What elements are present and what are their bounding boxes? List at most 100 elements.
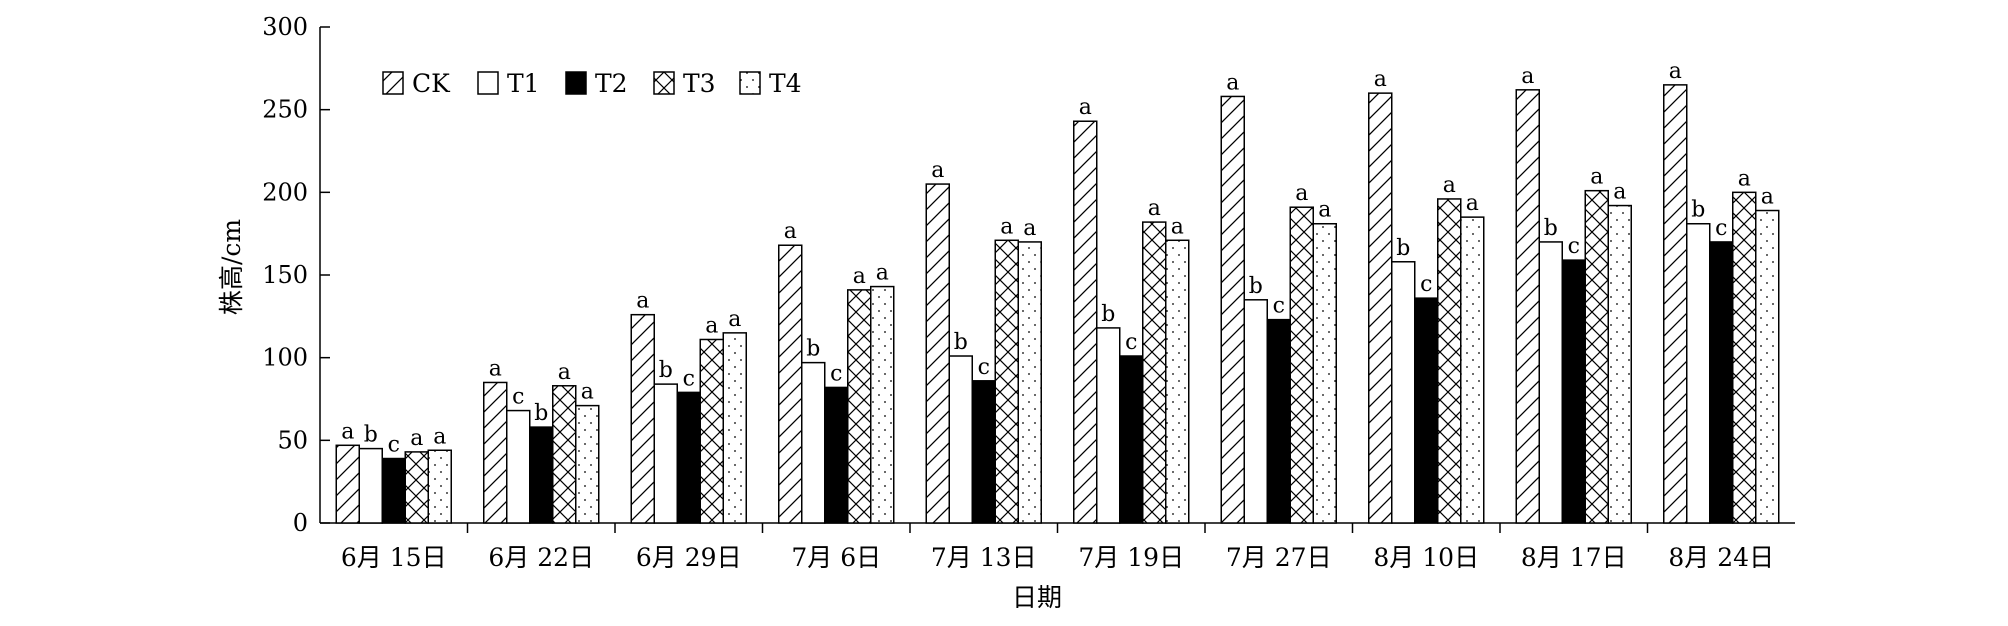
significance-label: a — [341, 419, 354, 444]
significance-label: a — [1148, 196, 1161, 221]
bar-t3 — [847, 289, 872, 524]
bar-t2 — [1414, 297, 1439, 524]
significance-label: a — [1521, 64, 1534, 89]
bar-t2 — [824, 386, 849, 524]
significance-label: b — [659, 358, 673, 383]
bar-t4 — [1755, 209, 1780, 524]
bar-t4 — [1017, 241, 1042, 524]
bar-ck — [1220, 95, 1245, 524]
bar-t3 — [699, 338, 724, 524]
bar-t2 — [1119, 355, 1144, 524]
x-tick-label: 7月 27日 — [1226, 543, 1332, 572]
significance-label: c — [978, 355, 990, 380]
significance-label: a — [1226, 70, 1239, 95]
bar-t2 — [381, 457, 406, 524]
y-tick-label: 100 — [262, 344, 308, 372]
significance-label: a — [433, 424, 446, 449]
significance-label: c — [1568, 234, 1580, 259]
bar-ck — [778, 244, 803, 524]
bar-t4 — [870, 285, 895, 524]
significance-label: a — [1466, 191, 1479, 216]
bar-t2 — [529, 426, 554, 524]
significance-label: a — [1023, 216, 1036, 241]
significance-label: c — [830, 361, 842, 386]
bar-ck — [1073, 120, 1098, 524]
bar-t4 — [1460, 216, 1485, 524]
y-tick-label: 0 — [293, 509, 308, 537]
significance-label: b — [1691, 198, 1705, 223]
x-tick-label: 8月 17日 — [1521, 543, 1627, 572]
bar-t2 — [1266, 318, 1291, 524]
bar-t3 — [1584, 189, 1609, 524]
bar-t2 — [971, 380, 996, 524]
significance-label: b — [954, 330, 968, 355]
y-axis-title: 株高/cm — [217, 219, 246, 315]
bar-t4 — [1607, 204, 1632, 524]
y-tick-label: 250 — [262, 96, 308, 124]
bar-t1 — [653, 383, 678, 524]
significance-label: a — [1318, 198, 1331, 223]
bar-t1 — [1391, 261, 1416, 524]
x-tick-label: 7月 13日 — [931, 543, 1037, 572]
significance-label: a — [1374, 67, 1387, 92]
x-tick-label: 8月 24日 — [1668, 543, 1774, 572]
legend-label: T4 — [769, 69, 802, 98]
bar-t2 — [1709, 241, 1734, 524]
bar-t1 — [1538, 241, 1563, 524]
axes: 0 50 100 150 200 250 300 6月 15日 6月 22日 6月 29日 7月 6… — [262, 13, 1795, 572]
legend-swatch-t4 — [739, 71, 761, 95]
bar-t1 — [1686, 222, 1711, 524]
significance-label: b — [534, 401, 548, 426]
significance-label: a — [1590, 165, 1603, 190]
significance-label: a — [558, 360, 571, 385]
significance-label: a — [1613, 180, 1626, 205]
significance-label: a — [581, 380, 594, 405]
significance-label: a — [1079, 95, 1092, 120]
bar-t3 — [1289, 206, 1314, 524]
legend-swatch-t1 — [477, 71, 499, 95]
significance-label: a — [410, 426, 423, 451]
significance-label: c — [388, 433, 400, 458]
significance-label: c — [1125, 330, 1137, 355]
bar-t2 — [1561, 259, 1586, 524]
bar-t2 — [676, 391, 701, 524]
y-tick-label: 50 — [277, 426, 308, 454]
bar-t3 — [1437, 198, 1462, 524]
significance-label: a — [1443, 173, 1456, 198]
bar-t1 — [801, 361, 826, 524]
bar-series-group — [335, 84, 1780, 524]
significance-label: a — [1295, 181, 1308, 206]
bar-t3 — [994, 239, 1019, 524]
legend-swatch-ck — [382, 71, 404, 95]
significance-label: a — [1738, 166, 1751, 191]
significance-label: a — [784, 219, 797, 244]
bar-t1 — [948, 355, 973, 524]
bar-t1 — [358, 447, 383, 524]
significance-label: c — [1420, 272, 1432, 297]
significance-label: a — [705, 313, 718, 338]
legend-label: T3 — [683, 69, 716, 98]
legend-swatch-t2 — [565, 71, 587, 95]
x-tick-label: 6月 29日 — [636, 543, 742, 572]
bar-ck — [1515, 89, 1540, 524]
significance-label: b — [1396, 236, 1410, 261]
significance-label: b — [1101, 302, 1115, 327]
legend-label: T1 — [507, 69, 540, 98]
legend-label: T2 — [595, 69, 628, 98]
significance-label: c — [1715, 216, 1727, 241]
significance-label: a — [636, 289, 649, 314]
significance-label: a — [489, 356, 502, 381]
significance-label: a — [1669, 59, 1682, 84]
bar-ck — [925, 183, 950, 524]
significance-label: a — [1171, 214, 1184, 239]
x-tick-label: 8月 10日 — [1373, 543, 1479, 572]
significance-label: a — [1000, 214, 1013, 239]
legend-swatch-t3 — [653, 71, 675, 95]
x-tick-label: 6月 15日 — [341, 543, 447, 572]
y-tick-label: 300 — [262, 13, 308, 41]
bar-ck — [483, 381, 508, 524]
bar-ck — [335, 444, 360, 524]
x-tick-label: 7月 19日 — [1078, 543, 1184, 572]
significance-label: b — [1544, 216, 1558, 241]
